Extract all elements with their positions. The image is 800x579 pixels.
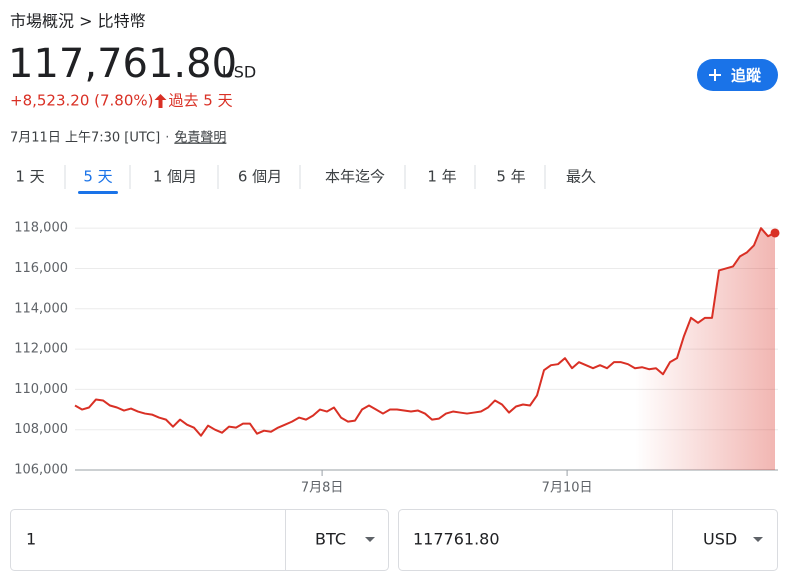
x-tick-label: 7月10日 [542, 481, 593, 496]
change: +8,523.20 (7.80%) [10, 92, 154, 110]
timestamp: 7月11日 上午7:30 [UTC] [10, 131, 160, 146]
price: 117,761.80 [8, 41, 237, 87]
active-underline [78, 191, 118, 194]
separator: · [165, 131, 169, 146]
range-tab[interactable]: 1 年 [427, 168, 456, 186]
converter: 1 BTC 117761.80 USD [10, 509, 778, 571]
y-tick-label: 108,000 [14, 422, 68, 437]
range-tabs: 1 天 5 天 1 個月 6 個月 本年迄今 1 年 5 年 最久 [15, 165, 596, 194]
range-tab[interactable]: 最久 [566, 168, 596, 186]
y-tick-label: 114,000 [14, 301, 68, 316]
follow-button[interactable]: 追蹤 [697, 59, 778, 91]
from-currency[interactable]: BTC [315, 530, 346, 549]
from-box[interactable] [10, 509, 389, 571]
from-amount[interactable]: 1 [26, 530, 36, 549]
up-arrow [154, 94, 167, 108]
dropdown-icon[interactable] [365, 537, 375, 542]
area [75, 228, 775, 470]
price-chart: 106,000 108,000 110,000 112,000 114,000 116,0… [14, 221, 780, 496]
price-line [74, 227, 776, 437]
range-tab[interactable]: 1 個月 [153, 168, 197, 186]
y-tick-label: 116,000 [14, 261, 68, 276]
y-tick-label: 112,000 [14, 342, 68, 357]
range-tab[interactable]: 5 年 [496, 168, 525, 186]
period: 過去 5 天 [169, 92, 233, 110]
end-point [770, 228, 780, 238]
to-amount[interactable]: 117761.80 [413, 530, 500, 549]
x-tick-label: 7月8日 [301, 481, 344, 496]
to-box[interactable] [398, 509, 778, 571]
range-tab[interactable]: 5 天 [83, 168, 112, 186]
range-tab[interactable]: 1 天 [15, 168, 44, 186]
range-tab[interactable]: 本年迄今 [325, 168, 385, 186]
y-tick-label: 106,000 [14, 463, 68, 478]
range-tab[interactable]: 6 個月 [238, 168, 282, 186]
y-tick-label: 118,000 [14, 221, 68, 236]
button-label: 追蹤 [731, 67, 762, 85]
disclaimer-link[interactable]: 免責聲明 [174, 130, 226, 146]
currency: USD [222, 63, 256, 82]
plus-icon [709, 69, 721, 81]
y-tick-label: 110,000 [14, 382, 68, 397]
to-currency[interactable]: USD [703, 530, 737, 549]
breadcrumb[interactable]: 市場概況 > 比特幣 [10, 12, 146, 31]
button-bg [697, 59, 778, 91]
dropdown-icon[interactable] [753, 537, 763, 542]
